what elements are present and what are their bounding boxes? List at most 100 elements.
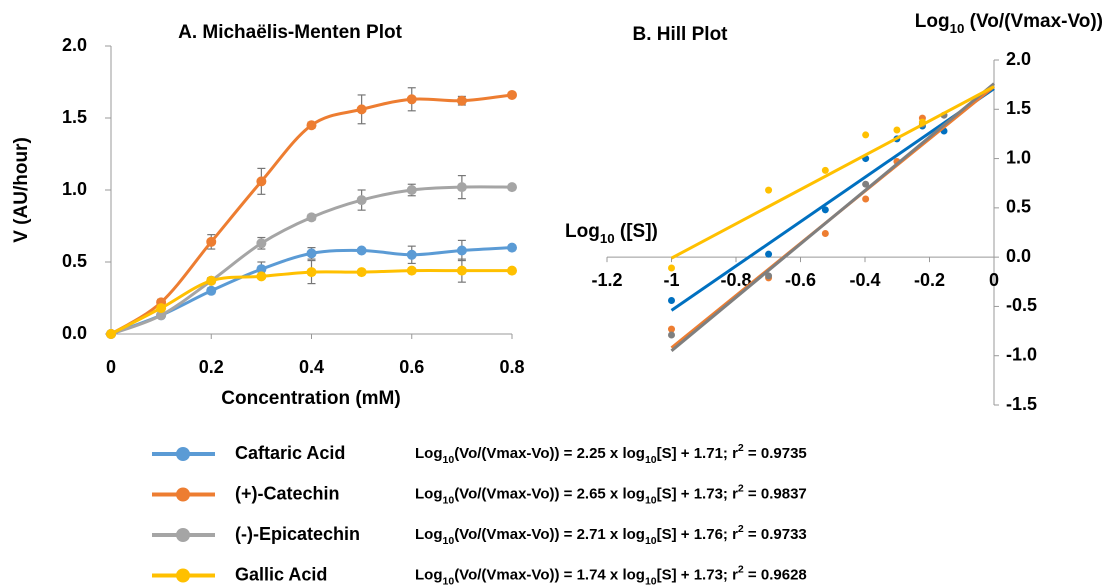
text-part: 2.65: [577, 485, 606, 502]
x-tick-label: -1.2: [591, 270, 622, 290]
text-part: =: [744, 566, 761, 583]
y-tick-label: 2.0: [62, 35, 87, 55]
text-part: 10: [645, 575, 657, 587]
point: [306, 120, 317, 131]
point: [406, 265, 417, 276]
text-part: (Vo/(Vmax-Vo)) =: [454, 566, 576, 583]
text-part: Log: [415, 445, 443, 462]
text-part: 10: [600, 231, 615, 246]
text-part: x log: [606, 566, 645, 583]
chart-title: A. Michaëlis-Menten Plot: [178, 22, 402, 43]
text-part: 1.73: [694, 566, 723, 583]
x-axis-title: Concentration (mM): [221, 388, 400, 409]
y-tick-label: 0.5: [62, 251, 87, 271]
text-part: x log: [606, 526, 645, 543]
text-part: 2: [738, 563, 744, 575]
point: [668, 325, 675, 333]
point: [507, 242, 517, 253]
text-part: [S] +: [657, 566, 694, 583]
text-part: (Vo/(Vmax-Vo)): [964, 11, 1103, 32]
x-tick-label: 0.2: [199, 357, 224, 377]
point: [256, 176, 267, 187]
text-part: [S] +: [657, 526, 694, 543]
fit-equation: Log10(Vo/(Vmax-Vo)) = 2.65 x log10[S] + …: [415, 482, 807, 506]
chart-title: B. Hill Plot: [633, 24, 729, 45]
text-part: ; r: [723, 485, 738, 502]
point: [406, 94, 417, 105]
point: [456, 95, 467, 106]
point: [821, 229, 829, 237]
y-tick-label: 2.0: [1006, 49, 1031, 69]
point: [456, 182, 467, 193]
point: [206, 275, 217, 286]
legend-label: Gallic Acid: [235, 564, 327, 584]
x-tick-label: -0.8: [720, 270, 751, 290]
x-tick-label: 0.6: [399, 357, 424, 377]
text-part: 10: [645, 494, 657, 506]
text-part: 10: [443, 535, 455, 547]
y-tick-label: -1.5: [1006, 394, 1037, 414]
point: [668, 297, 675, 305]
x-tick-label: 0.4: [299, 357, 324, 377]
x-tick-label: -1: [663, 270, 679, 290]
y-tick-label: -1.0: [1006, 344, 1037, 364]
fit-equation: Log10(Vo/(Vmax-Vo)) = 2.25 x log10[S] + …: [415, 442, 807, 466]
y-axis-title: V (AU/hour): [11, 137, 32, 243]
point: [507, 182, 517, 193]
point: [507, 265, 517, 276]
legend-label: Caftaric Acid: [235, 443, 345, 463]
y-tick-label: 1.0: [62, 179, 87, 199]
legend-label: (-)-Epicatechin: [235, 524, 360, 544]
point: [765, 272, 773, 280]
fit-equation: Log10(Vo/(Vmax-Vo)) = 2.71 x log10[S] + …: [415, 523, 807, 547]
point: [406, 249, 417, 260]
text-part: Log: [415, 526, 443, 543]
point: [206, 236, 217, 247]
text-part: 2: [738, 442, 744, 454]
text-part: 1.73: [694, 485, 723, 502]
point: [893, 126, 901, 134]
text-part: x log: [606, 445, 645, 462]
x-tick-label: 0: [106, 357, 116, 377]
point: [256, 264, 267, 275]
point: [206, 285, 217, 296]
text-part: =: [744, 445, 761, 462]
trend-line: [670, 85, 995, 260]
text-part: 10: [443, 494, 455, 506]
text-part: 0.9837: [761, 485, 807, 502]
point: [156, 303, 167, 314]
point: [765, 186, 773, 194]
text-part: 0.9735: [761, 445, 807, 462]
legend-marker: [176, 528, 190, 542]
point: [668, 331, 675, 339]
x-tick-label: -0.6: [785, 270, 816, 290]
x-axis-title: Log10 ([S]): [565, 221, 658, 246]
y-tick-label: 1.0: [1006, 147, 1031, 167]
text-part: x log: [606, 485, 645, 502]
text-part: Log: [415, 485, 443, 502]
point: [306, 212, 317, 223]
point: [356, 267, 367, 278]
text-part: 0.9628: [761, 566, 807, 583]
point: [256, 271, 267, 282]
text-part: (Vo/(Vmax-Vo)) =: [454, 485, 576, 502]
point: [862, 195, 870, 203]
point: [306, 267, 317, 278]
point: [256, 238, 267, 249]
point: [456, 245, 467, 256]
text-part: [S] +: [657, 445, 694, 462]
fit-equation: Log10(Vo/(Vmax-Vo)) = 1.74 x log10[S] + …: [415, 563, 807, 587]
legend-label: (+)-Catechin: [235, 483, 340, 503]
y-axis-title: Log10 (Vo/(Vmax-Vo)): [915, 11, 1103, 36]
y-tick-label: 0.5: [1006, 197, 1031, 217]
text-part: (Vo/(Vmax-Vo)) =: [454, 526, 576, 543]
text-part: 1.74: [577, 566, 607, 583]
y-tick-label: -0.5: [1006, 295, 1037, 315]
text-part: 10: [645, 535, 657, 547]
point: [356, 195, 367, 206]
text-part: 1.71: [694, 445, 723, 462]
text-part: 10: [443, 575, 455, 587]
y-tick-label: 0.0: [1006, 246, 1031, 266]
text-part: Log: [565, 221, 600, 242]
